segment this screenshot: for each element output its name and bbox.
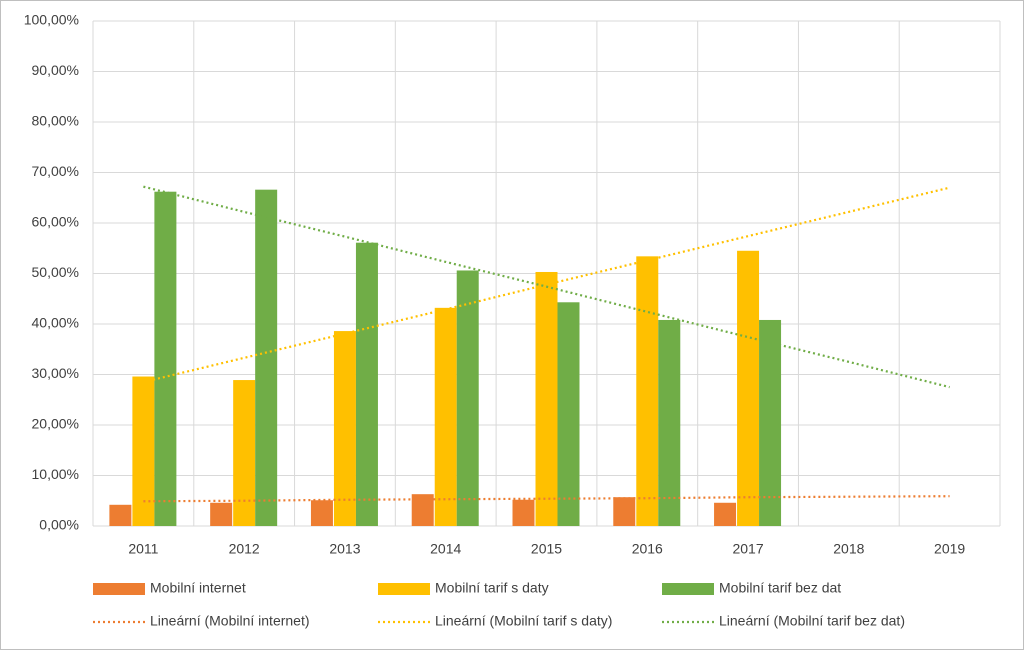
bar <box>636 256 659 526</box>
bar <box>714 502 737 526</box>
bar <box>535 271 558 526</box>
y-tick-label: 90,00% <box>32 62 79 78</box>
y-tick-label: 40,00% <box>32 315 79 331</box>
legend-swatch <box>93 583 145 595</box>
x-tick-label: 2014 <box>430 541 461 557</box>
bar <box>512 499 535 526</box>
x-tick-label: 2017 <box>732 541 763 557</box>
bar <box>613 497 636 526</box>
trendline <box>143 185 950 389</box>
legend-swatch <box>662 583 714 595</box>
bar <box>255 189 278 527</box>
legend-label: Lineární (Mobilní tarif bez dat) <box>719 613 905 629</box>
bar <box>132 376 155 526</box>
trendline <box>143 186 950 384</box>
legend-label: Lineární (Mobilní internet) <box>150 613 310 629</box>
bar <box>737 250 760 526</box>
bar <box>456 270 479 526</box>
bar <box>557 302 580 526</box>
y-tick-label: 60,00% <box>32 214 79 230</box>
y-tick-label: 10,00% <box>32 466 79 482</box>
bar <box>411 494 434 526</box>
bar <box>355 242 378 526</box>
y-tick-label: 30,00% <box>32 365 79 381</box>
bar <box>210 502 233 526</box>
bar <box>434 307 457 526</box>
y-tick-label: 100,00% <box>24 12 79 28</box>
bar <box>233 380 256 526</box>
bar <box>310 500 333 526</box>
legend-label: Mobilní tarif s daty <box>435 580 549 596</box>
y-tick-label: 70,00% <box>32 163 79 179</box>
x-tick-label: 2013 <box>329 541 360 557</box>
x-tick-label: 2012 <box>229 541 260 557</box>
y-tick-label: 50,00% <box>32 264 79 280</box>
bar <box>109 504 132 526</box>
legend-label: Mobilní internet <box>150 580 246 596</box>
x-tick-label: 2018 <box>833 541 864 557</box>
bar <box>154 191 177 526</box>
bar <box>333 331 356 526</box>
trendline <box>143 495 950 503</box>
legend-label: Lineární (Mobilní tarif s daty) <box>435 613 612 629</box>
x-tick-label: 2019 <box>934 541 965 557</box>
legend-swatch <box>378 583 430 595</box>
y-tick-label: 80,00% <box>32 113 79 129</box>
x-tick-label: 2016 <box>632 541 663 557</box>
legend-label: Mobilní tarif bez dat <box>719 580 841 596</box>
x-tick-label: 2011 <box>128 541 158 557</box>
y-tick-label: 0,00% <box>39 517 79 533</box>
bar <box>759 319 782 526</box>
bar <box>658 319 681 526</box>
y-tick-label: 20,00% <box>32 416 79 432</box>
x-tick-label: 2015 <box>531 541 562 557</box>
